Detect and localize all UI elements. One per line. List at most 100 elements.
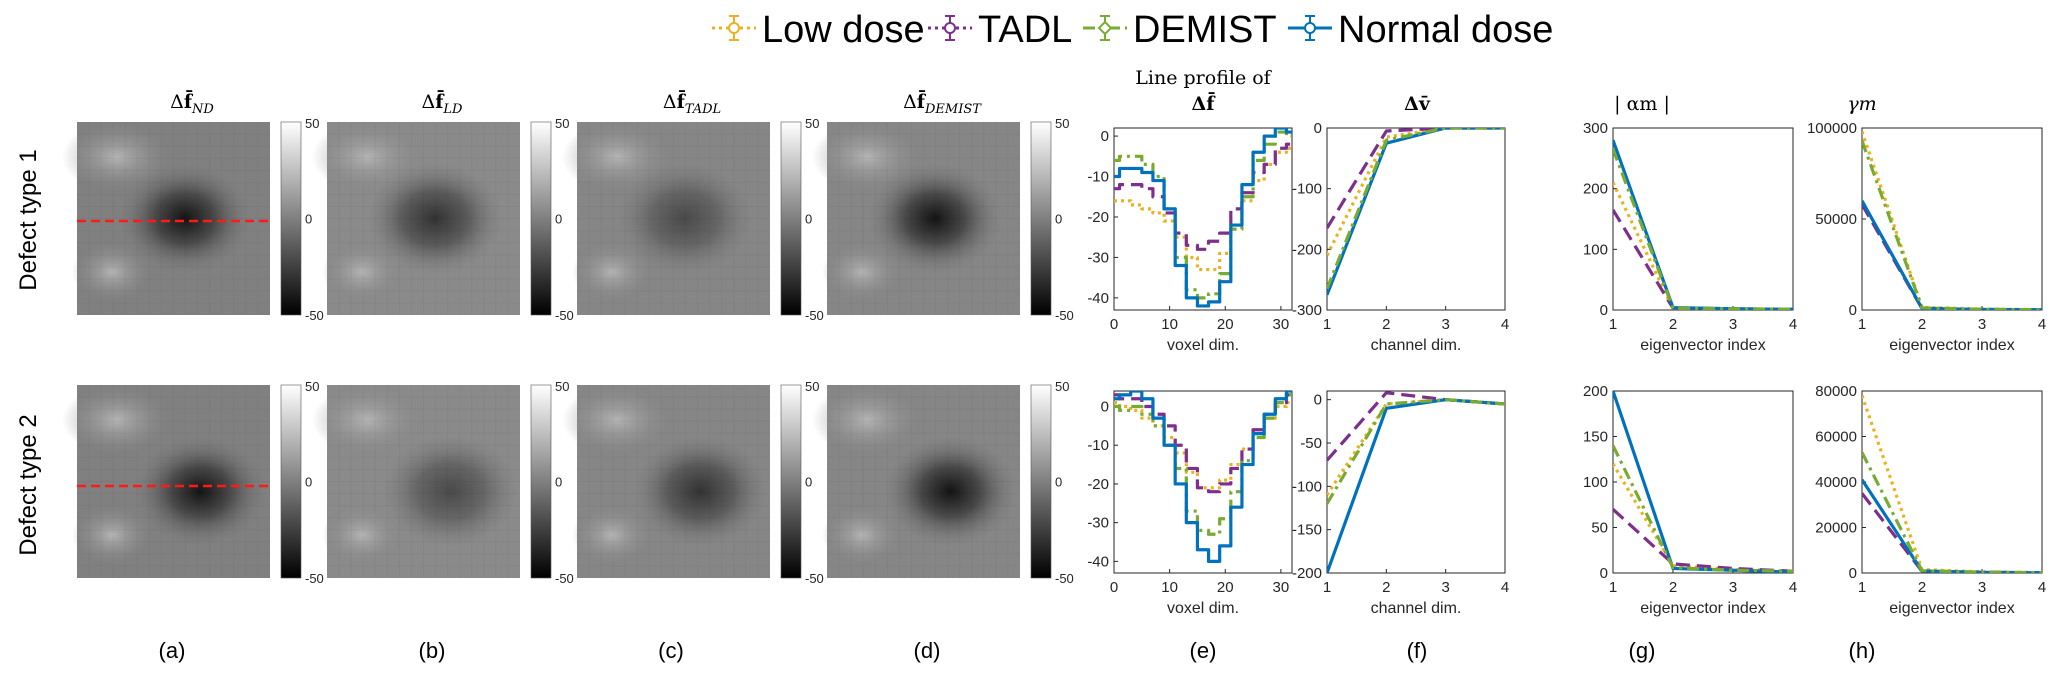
image-panel-r1-c2: 50 0 -50: [312, 116, 574, 323]
colorbar-max-label: 50: [555, 379, 569, 394]
x-tick-label: 1: [1609, 316, 1617, 333]
line-chart-h-row2: 1 2 3 4 0 20000 40000 60000 80000 eigenvector ind…: [1815, 383, 2046, 617]
series-line-demist: [1327, 398, 1505, 505]
colorbar-mid-label: 0: [1055, 212, 1062, 227]
colorbar-min-label: -50: [1055, 308, 1074, 323]
series-line-demist: [1327, 128, 1505, 290]
title-subscript: DEMIST: [924, 102, 982, 117]
title-symbol: f̄̄: [184, 91, 194, 113]
x-tick-label: 3: [1441, 579, 1449, 596]
alpha-title: | αm |: [1614, 93, 1670, 115]
row-label-1-text: Defect type 1: [15, 149, 42, 290]
y-tick-label: 0: [1101, 128, 1109, 145]
x-axis-label: channel dim.: [1371, 600, 1462, 617]
image-defect-region: [867, 429, 1018, 554]
image-light-region: [312, 385, 422, 455]
colorbar-mid-label: 0: [805, 212, 812, 227]
colorbar-max-label: 50: [805, 116, 819, 131]
x-axis-label: eigenvector index: [1889, 600, 2014, 617]
y-tick-label: -100: [1292, 181, 1322, 198]
y-tick-label: -150: [1292, 522, 1322, 539]
y-tick-label: -50: [1300, 435, 1322, 452]
x-tick-label: 30: [1273, 579, 1290, 596]
plot-area: [1113, 127, 1293, 311]
y-tick-label: -10: [1087, 437, 1109, 454]
image-title-tadl: Δf̄̄TADL: [663, 91, 721, 117]
line-chart-f-row2: 1 2 3 4 0 -50 -100 -150 -200 channel dim.: [1292, 390, 1509, 617]
sublabel-h: (h): [1849, 638, 1876, 663]
line-chart-g-row2: 1 2 3 4 0 50 100 150 200 eigenvector index: [1583, 383, 1797, 617]
legend-marker: [1304, 22, 1316, 34]
y-tick-label: 0: [1314, 120, 1322, 137]
image-title-ld: Δf̄̄LD: [422, 91, 464, 117]
x-tick-label: 4: [1789, 579, 1797, 596]
y-tick-label: -300: [1292, 302, 1322, 319]
colorbar: 50 0 -50: [280, 379, 324, 586]
x-tick-label: 2: [1918, 316, 1926, 333]
image-defect-region: [852, 156, 1003, 281]
svg-text:Δf̄̄LD: Δf̄̄LD: [422, 91, 464, 117]
x-tick-label: 1: [1858, 579, 1866, 596]
title-delta: Δ: [903, 91, 917, 113]
series-line-tadl: [1114, 393, 1292, 494]
y-tick-label: 200: [1583, 181, 1608, 198]
series-line-normal-dose: [1114, 128, 1292, 308]
x-tick-label: 4: [1501, 316, 1509, 333]
colorbar-gradient: [530, 121, 552, 316]
x-axis-label: channel dim.: [1371, 337, 1462, 354]
image-panel-r2-c3: 50 0 -50: [562, 379, 824, 586]
colorbar-gradient: [1030, 121, 1052, 316]
y-tick-label: -40: [1087, 290, 1109, 307]
y-tick-label: 0: [1101, 398, 1109, 415]
colorbar: 50 0 -50: [280, 116, 324, 323]
series-line-normal-dose: [1114, 391, 1292, 563]
gamma-title: γm: [1847, 93, 1876, 115]
sublabel-d: (d): [914, 638, 941, 663]
x-tick-label: 3: [1978, 579, 1986, 596]
image-panel-r2-c2: 50 0 -50: [312, 379, 574, 586]
plot-area: [1326, 127, 1506, 311]
x-tick-label: 1: [1323, 579, 1331, 596]
plot-area: [1612, 390, 1794, 574]
x-tick-label: 0: [1110, 579, 1118, 596]
image-light-region: [812, 385, 922, 455]
legend-label: Normal dose: [1338, 9, 1553, 51]
image-defect-region: [117, 429, 268, 554]
y-tick-label: 100: [1583, 474, 1608, 491]
colorbar: 50 0 -50: [780, 116, 824, 323]
colorbar-mid-label: 0: [1055, 475, 1062, 490]
x-tick-label: 4: [2038, 316, 2046, 333]
y-tick-label: 50000: [1815, 211, 1857, 228]
x-tick-label: 4: [1789, 316, 1797, 333]
y-tick-label: -200: [1292, 565, 1322, 582]
y-tick-label: 200: [1583, 383, 1608, 400]
x-tick-label: 1: [1858, 316, 1866, 333]
colorbar-gradient: [530, 384, 552, 579]
series-line-demist: [1613, 444, 1793, 573]
y-tick-label: 40000: [1815, 474, 1857, 491]
x-tick-label: 3: [1729, 579, 1737, 596]
y-tick-label: 150: [1583, 429, 1608, 446]
x-tick-label: 2: [1669, 316, 1677, 333]
title-subscript: LD: [442, 102, 463, 117]
x-tick-label: 3: [1729, 316, 1737, 333]
channel-title: Δv̄: [1404, 93, 1431, 115]
colorbar-mid-label: 0: [305, 212, 312, 227]
y-tick-label: -30: [1087, 249, 1109, 266]
y-tick-label: 0: [1849, 565, 1857, 582]
x-tick-label: 30: [1273, 316, 1290, 333]
colorbar-mid-label: 0: [805, 475, 812, 490]
row-label-1: Defect type 1: [15, 149, 42, 290]
image-title-demist: Δf̄̄DEMIST: [903, 91, 982, 117]
y-tick-label: 60000: [1815, 429, 1857, 446]
image-defect-region: [617, 429, 768, 554]
title-subscript: ND: [191, 102, 214, 117]
sublabel-e: (e): [1190, 638, 1217, 663]
line-chart-f-row1: 1 2 3 4 0 -100 -200 -300 channel dim.: [1292, 120, 1509, 354]
row-label-2: Defect type 2: [15, 414, 42, 555]
legend-entry-demist: DEMIST: [1083, 9, 1277, 51]
colorbar-max-label: 50: [305, 116, 319, 131]
legend: Low dose TADL DEMIST Normal dose: [712, 9, 1553, 51]
y-tick-label: 300: [1583, 120, 1608, 137]
line-chart-h-row1: 1 2 3 4 0 50000 100000 eigenvector index: [1807, 120, 2046, 354]
